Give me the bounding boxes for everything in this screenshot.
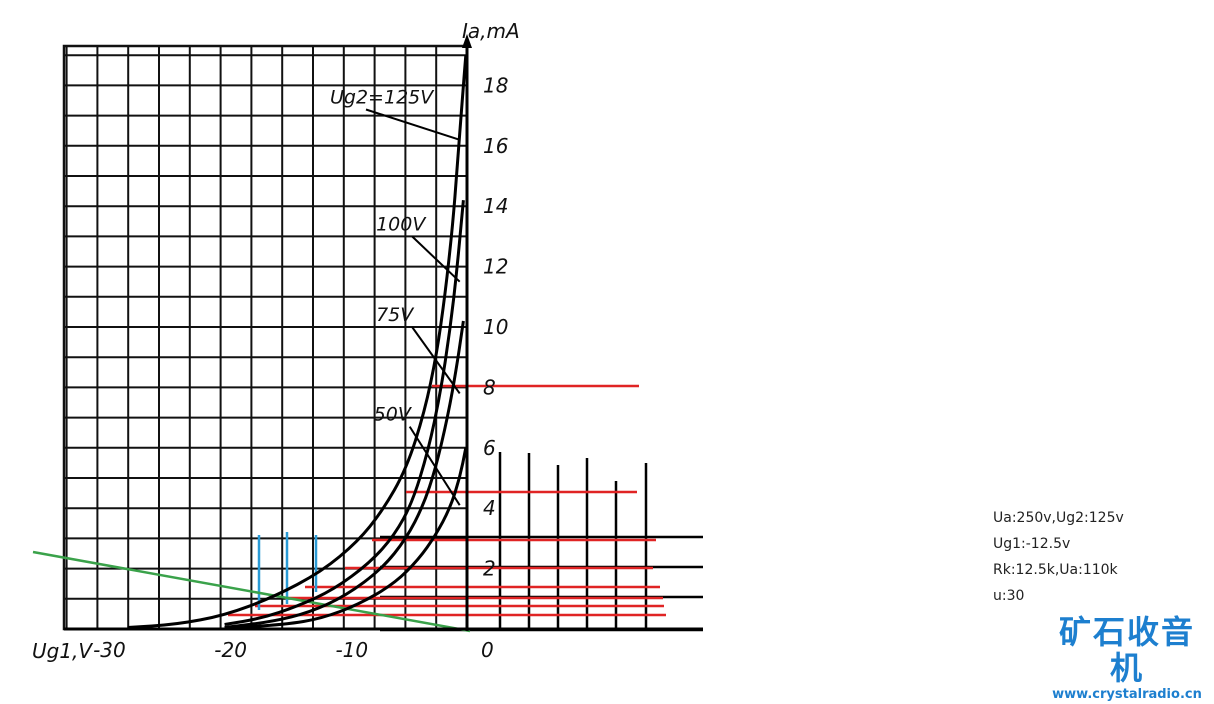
logo-text: 矿石收音机	[1058, 613, 1195, 687]
chart-axes	[64, 34, 703, 631]
grid-frame	[62, 44, 469, 631]
x-tick-label: -30	[93, 638, 126, 662]
curve-100v	[224, 200, 465, 626]
tick-labels: 2 4 6 8 10 12 14 16 18 -30 -20 -10 0	[93, 73, 508, 662]
y-tick-label: 2	[483, 557, 496, 581]
note-line: Rk:12.5k,Ua:110k	[993, 562, 1118, 578]
curve-label: 100V	[376, 213, 427, 235]
chart-grid	[62, 44, 469, 631]
curve-label: 50V	[374, 404, 413, 426]
tube-characteristic-chart: Ug2=125V 100V 75V 50V 2 4 6 8 10 12 14 16 18 -30 -20 -…	[32, 19, 703, 663]
y-tick-label: 10	[483, 315, 508, 339]
logo-url: www.crystalradio.cn	[1052, 687, 1202, 702]
y-tick-label: 4	[483, 496, 496, 520]
note-line: u:30	[993, 588, 1025, 604]
y-tick-label: 14	[483, 194, 508, 218]
curve-label-leader	[365, 108, 461, 141]
note-line: Ug1:-12.5v	[993, 536, 1071, 552]
y-tick-label: 12	[483, 255, 508, 279]
y-tick-label: 18	[483, 73, 508, 97]
x-tick-label: -20	[214, 638, 247, 662]
note-line: Ua:250v,Ug2:125v	[993, 510, 1124, 526]
x-tick-label: -10	[335, 638, 368, 662]
curve-label: Ug2=125V	[330, 87, 435, 109]
site-logo: 矿石收音机 www.crystalradio.cn	[1046, 614, 1208, 704]
plate-current-curves: Ug2=125V 100V 75V 50V	[127, 55, 468, 630]
y-axis-label: Ia,mA	[462, 19, 520, 43]
y-tick-label: 16	[483, 134, 508, 158]
y-axis-arrow	[462, 34, 472, 48]
curve-label-leader	[411, 326, 461, 394]
y-tick-label: 8	[483, 375, 496, 399]
curve-50v	[224, 447, 468, 630]
x-axis-label: Ug1,V	[32, 639, 93, 663]
curve-ug2-125v	[127, 55, 468, 629]
curve-label: 75V	[376, 304, 415, 326]
curve-label-leader	[408, 426, 461, 506]
x-tick-label: 0	[481, 638, 494, 662]
curve-label-leader	[411, 235, 461, 283]
operating-notes: Ua:250v,Ug2:125v Ug1:-12.5v Rk:12.5k,Ua:…	[993, 505, 1124, 609]
curve-75v	[224, 320, 465, 629]
load-line	[32, 550, 471, 633]
y-tick-label: 6	[483, 436, 496, 460]
